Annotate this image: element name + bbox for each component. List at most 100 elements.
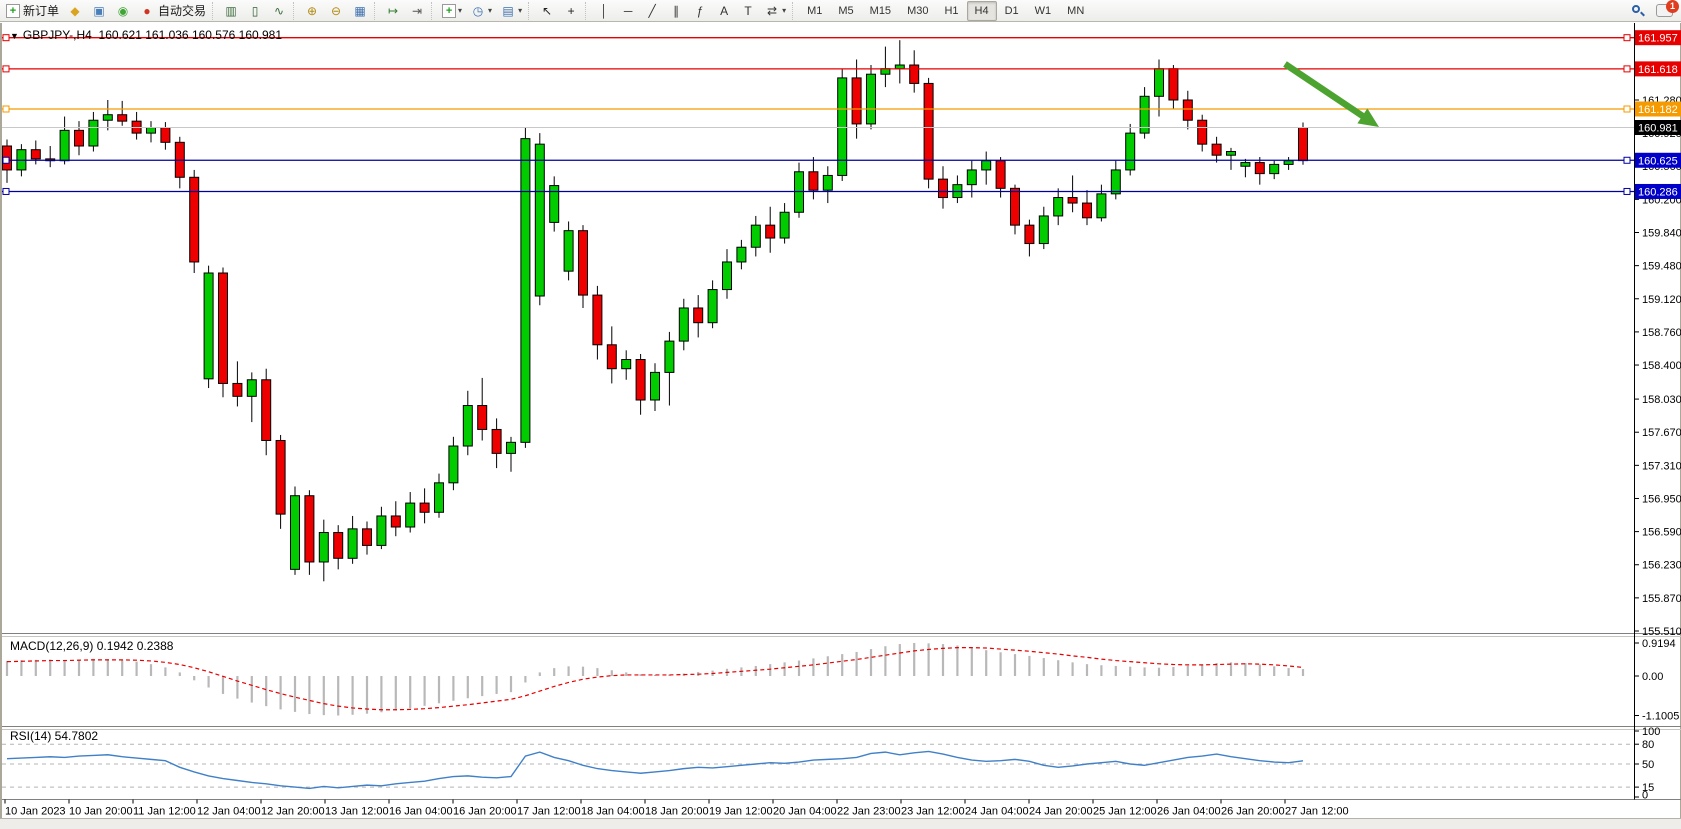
line-anchor-handle[interactable] <box>1623 187 1631 195</box>
notification-badge: 1 <box>1666 0 1679 13</box>
tile-windows-icon: ▦ <box>354 3 366 18</box>
zoom-out-button[interactable]: ⊖ <box>324 1 348 21</box>
text-label-button[interactable]: T <box>736 1 760 21</box>
timeframe-m5-button[interactable]: M5 <box>838 4 854 17</box>
time-label: 20 Jan 04:00 <box>773 806 837 818</box>
line-anchor-handle[interactable] <box>1623 34 1631 42</box>
line-chart-button[interactable]: ∿ <box>267 1 291 21</box>
chevron-down-icon[interactable]: ▾ <box>458 6 463 15</box>
crosshair-icon: + <box>567 3 575 18</box>
chevron-down-icon[interactable]: ▾ <box>782 6 787 15</box>
candle-body <box>405 502 416 528</box>
annotation-arrow-shaft[interactable] <box>1283 61 1368 121</box>
time-label: 18 Jan 20:00 <box>645 806 709 818</box>
annotation-arrow-head[interactable] <box>1357 108 1379 127</box>
candle-body <box>549 185 560 223</box>
price-tick-label: 158.760 <box>1642 327 1681 339</box>
candle-body <box>621 359 632 370</box>
arrows-button[interactable]: ⇄ ▾ <box>760 1 790 21</box>
time-label: 19 Jan 12:00 <box>709 806 773 818</box>
periodicity-button[interactable]: ◷ ▾ <box>466 1 496 21</box>
tile-windows-button[interactable]: ▦ <box>348 1 372 21</box>
timeframe-m30-button[interactable]: M30 <box>907 4 929 17</box>
candle-body <box>74 129 84 147</box>
candle-body <box>995 160 1006 189</box>
time-label: 26 Jan 20:00 <box>1221 806 1285 818</box>
time-label: 27 Jan 12:00 <box>1285 806 1349 818</box>
metaeditor-icon: ▣ <box>93 3 105 18</box>
notification-icon[interactable]: 1 <box>1656 0 1679 17</box>
price-badge <box>1635 101 1681 117</box>
zoom-in-button[interactable]: ⊕ <box>300 1 324 21</box>
rsi-scale-label: 15 <box>1642 782 1654 794</box>
price-tick-label: 155.510 <box>1642 626 1681 638</box>
line-anchor-handle[interactable] <box>1623 65 1631 73</box>
toolbar: + 新订单 ◆ ▣ ◉ ● 自动交易 ▥ ▯ ∿ ⊕ ⊖ ▦ ↦ ⇥ + ▾ ◷ ▾ ▤ ▾ ↖ + │ ─ ╱ ∥ ƒ A T ⇄ ▾ M1 M… <box>0 0 1681 22</box>
fibonacci-button[interactable]: ƒ <box>688 1 712 21</box>
timeframe-m15-button[interactable]: M15 <box>869 4 892 17</box>
search-icon[interactable] <box>1630 3 1646 19</box>
templates-button[interactable]: ▤ ▾ <box>496 1 526 21</box>
chevron-down-icon[interactable]: ▾ <box>488 6 493 15</box>
candle-body <box>88 119 99 147</box>
timeframe-mn-button[interactable]: MN <box>1067 4 1085 17</box>
periodicity-icon: ◷ <box>472 3 484 18</box>
line-anchor-handle[interactable] <box>2 105 10 113</box>
candlestick-chart-button[interactable]: ▯ <box>243 1 267 21</box>
timeframe-m1-button[interactable]: M1 <box>807 4 823 17</box>
auto-trading-button[interactable]: ● 自动交易 <box>135 1 210 21</box>
vertical-line-button[interactable]: │ <box>592 1 616 21</box>
status-strip <box>0 818 1681 829</box>
text-button[interactable]: A <box>712 1 736 21</box>
candle-body <box>779 211 790 239</box>
candle-body <box>1125 132 1136 171</box>
candle-body <box>462 405 473 447</box>
candle-body <box>1168 68 1179 101</box>
timeframe-h4-button[interactable]: H4 <box>966 0 997 21</box>
equidistant-channel-button[interactable]: ∥ <box>664 1 688 21</box>
candle-body <box>765 224 776 239</box>
line-anchor-handle[interactable] <box>2 34 10 42</box>
candle-body <box>722 261 732 291</box>
fibonacci-icon: ƒ <box>696 3 704 18</box>
symbol-dropdown-icon[interactable]: ▼ <box>10 31 19 41</box>
candle-body <box>1240 162 1251 167</box>
candle-body <box>419 502 430 513</box>
metaeditor-button[interactable]: ▣ <box>87 1 111 21</box>
new-chart-button[interactable]: + ▾ <box>438 1 466 21</box>
candle-body <box>102 114 113 121</box>
cursor-button[interactable]: ↖ <box>535 1 559 21</box>
line-anchor-handle[interactable] <box>2 156 10 164</box>
timeframe-w1-button[interactable]: W1 <box>1034 4 1052 17</box>
line-anchor-handle[interactable] <box>1623 156 1631 164</box>
line-anchor-handle[interactable] <box>1623 105 1631 113</box>
candle-body <box>59 129 70 162</box>
market-watch-button[interactable]: ◆ <box>63 1 87 21</box>
rsi-line <box>6 750 1304 790</box>
bar-chart-button[interactable]: ▥ <box>219 1 243 21</box>
price-badge-label: 160.286 <box>1638 186 1678 198</box>
chart-title-symbol: GBPJPY-,H4 <box>22 28 92 42</box>
timeframe-h1-button[interactable]: H1 <box>944 4 959 17</box>
candle-body <box>894 64 905 70</box>
candle-body <box>1269 163 1280 175</box>
rsi-scale-label: 0 <box>1642 790 1648 802</box>
candle-body <box>923 82 934 180</box>
trendline-button[interactable]: ╱ <box>640 1 664 21</box>
chevron-down-icon[interactable]: ▾ <box>518 6 523 15</box>
timeframe-d1-button[interactable]: D1 <box>1004 4 1019 17</box>
price-badge <box>1635 183 1681 199</box>
horizontal-line-button[interactable]: ─ <box>616 1 640 21</box>
chart-shift-button[interactable]: ⇥ <box>405 1 429 21</box>
auto-scroll-button[interactable]: ↦ <box>381 1 405 21</box>
signals-button[interactable]: ◉ <box>111 1 135 21</box>
chart-canvas[interactable]: 161.280160.920160.560160.200159.840159.4… <box>2 23 1681 829</box>
line-anchor-handle[interactable] <box>2 187 10 195</box>
new-order-button[interactable]: + 新订单 <box>2 1 63 21</box>
price-tick-label: 159.120 <box>1642 294 1681 306</box>
new-order-button-label: 新订单 <box>23 4 60 18</box>
crosshair-button[interactable]: + <box>559 1 583 21</box>
candle-body <box>1211 143 1222 156</box>
chart-window[interactable]: 161.280160.920160.560160.200159.840159.4… <box>0 23 1681 818</box>
line-anchor-handle[interactable] <box>2 65 10 73</box>
